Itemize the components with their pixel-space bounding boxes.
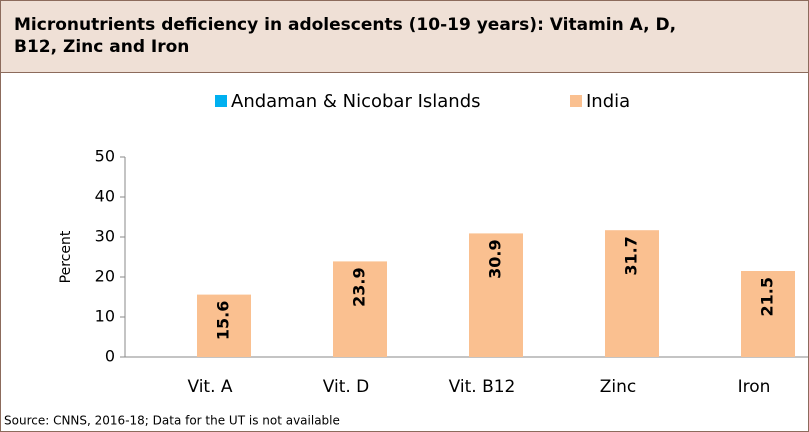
- y-tick-label: 0: [105, 347, 115, 366]
- y-tick-label: 10: [95, 307, 115, 326]
- source-note: Source: CNNS, 2016-18; Data for the UT i…: [4, 414, 340, 428]
- y-tick-label: 40: [95, 187, 115, 206]
- bar: [605, 230, 659, 357]
- x-tick-label: Vit. B12: [449, 377, 516, 397]
- bar: [197, 294, 251, 357]
- header: [0, 0, 809, 73]
- x-tick-label: Zinc: [600, 377, 637, 397]
- data-label: 23.9: [350, 267, 369, 306]
- data-label: 30.9: [486, 239, 505, 278]
- bar: [741, 271, 795, 357]
- data-label: 31.7: [622, 236, 641, 275]
- data-label: 15.6: [214, 301, 233, 340]
- legend-swatch: [215, 95, 227, 107]
- x-tick-label: Vit. D: [323, 377, 370, 397]
- x-tick-label: Iron: [738, 377, 771, 397]
- chart-title: Micronutrients deficiency in adolescents…: [14, 15, 676, 57]
- legend-swatch: [570, 95, 582, 107]
- bar: [333, 261, 387, 357]
- x-tick-label: Vit. A: [187, 377, 232, 397]
- y-tick-label: 20: [95, 267, 115, 286]
- y-tick-label: 50: [95, 147, 115, 166]
- data-label: 21.5: [758, 277, 777, 316]
- bar: [469, 233, 523, 357]
- y-tick-label: 30: [95, 227, 115, 246]
- legend-label: Andaman & Nicobar Islands: [231, 91, 481, 112]
- y-axis-label: Percent: [58, 230, 74, 283]
- legend-label: India: [586, 91, 630, 112]
